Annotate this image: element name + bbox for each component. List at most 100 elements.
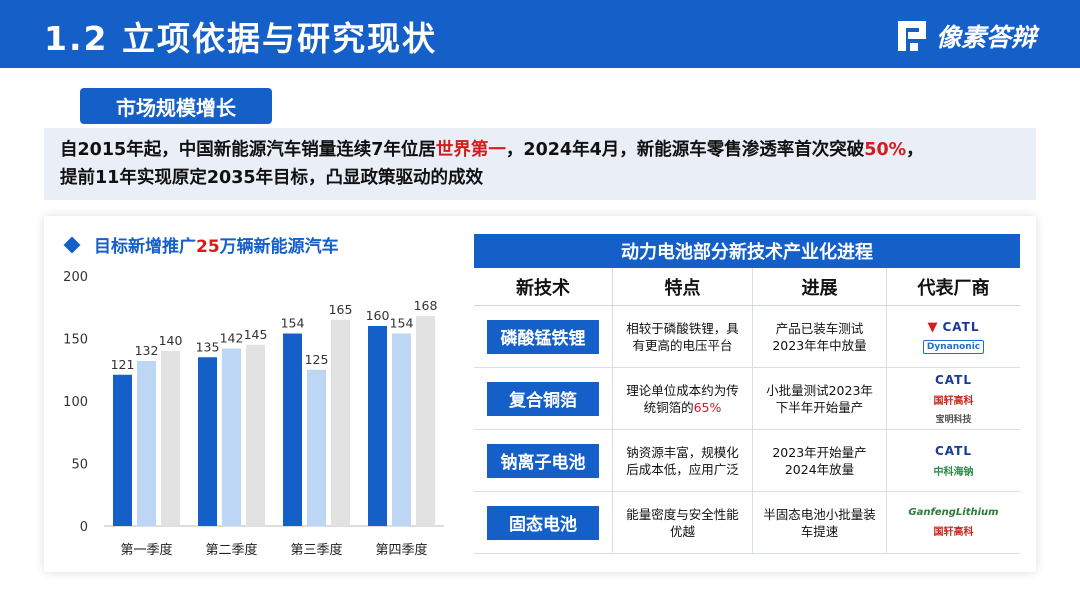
feature-cell: 钠资源丰富，规模化 后成本低，应用广泛 <box>620 444 745 478</box>
vendor-logo: CATL <box>935 444 972 458</box>
bar-value-label: 165 <box>329 302 353 317</box>
tech-badge: 复合铜箔 <box>487 381 599 416</box>
header-bar: 1.2 立项依据与研究现状 像素答辩 <box>0 0 1080 68</box>
y-tick-label: 0 <box>80 520 88 535</box>
bar-value-label: 135 <box>196 339 220 354</box>
bar <box>246 344 265 526</box>
y-tick-label: 100 <box>63 395 88 410</box>
pixel-logo-icon <box>897 21 928 51</box>
bar <box>222 348 241 526</box>
summary-highlight: 世界第一 <box>435 140 506 160</box>
bar <box>368 326 387 526</box>
feature-text: 理论单位成本约为传 <box>626 382 739 398</box>
vendor-name: 宝明科技 <box>935 414 972 425</box>
progress-text: 2024年放量 <box>784 461 855 477</box>
vendor-logo: CATL <box>935 373 972 387</box>
progress-text: 产品已装车测试 <box>775 320 864 336</box>
brand-logo: 像素答辩 <box>897 18 1036 54</box>
table-row: 钠离子电池 钠资源丰富，规模化 后成本低，应用广泛 2023年开始量产 2024年放… <box>474 430 1020 492</box>
vendor-logo: Dynanonic <box>922 339 985 354</box>
vendor-name: 国轩高科 <box>933 527 974 538</box>
tech-badge: 磷酸锰铁锂 <box>487 319 599 354</box>
bar-value-label: 145 <box>244 327 268 342</box>
bar-value-label: 140 <box>159 333 183 348</box>
vendor-name: 国轩高科 <box>933 395 974 407</box>
summary-line-1: 自2015年起，中国新能源汽车销量连续7年位居世界第一，2024年4月，新能源车… <box>60 136 1020 164</box>
chart-heading-part: 万辆新能源汽车 <box>219 237 339 257</box>
table-title: 动力电池部分新技术产业化进程 <box>474 234 1020 268</box>
vendors-cell: ▼ CATL Dynanonic <box>886 306 1020 367</box>
vendor-name: Dynanonic <box>922 339 985 354</box>
chart-heading-text: 目标新增推广25万辆新能源汽车 <box>94 232 339 257</box>
feature-text: 统铜箔的 <box>643 399 694 415</box>
bar-value-label: 160 <box>366 308 390 323</box>
vendor-logo: ▼ CATL <box>928 320 980 335</box>
vendor-logo: GanfengLithium <box>908 507 998 518</box>
summary-box: 自2015年起，中国新能源汽车销量连续7年位居世界第一，2024年4月，新能源车… <box>44 128 1036 200</box>
vendors-cell: CATL 国轩高科 宝明科技 <box>886 368 1020 429</box>
feature-text: 后成本低，应用广泛 <box>626 461 739 477</box>
section-tag: 市场规模增长 <box>80 88 272 124</box>
chart-heading-part: 目标新增推广 <box>94 237 196 257</box>
y-tick-label: 200 <box>63 270 88 285</box>
bar-value-label: 132 <box>135 343 159 358</box>
bar-value-label: 142 <box>220 331 244 346</box>
vendor-name: 中科海钠 <box>933 466 974 478</box>
bar <box>283 333 302 526</box>
vendor-name: GanfengLithium <box>908 507 999 518</box>
tech-badge: 固态电池 <box>487 505 599 540</box>
progress-text: 2023年年中放量 <box>772 337 867 353</box>
summary-text: ，2024年4月，新能源车零售渗透率首次突破 <box>505 140 865 160</box>
bar-value-label: 154 <box>281 316 305 331</box>
vendors-cell: GanfengLithium 国轩高科 <box>886 492 1020 553</box>
feature-highlight: 65% <box>693 399 722 415</box>
vendor-name: CATL <box>935 372 972 387</box>
tech-badge: 钠离子电池 <box>487 443 599 478</box>
y-tick-label: 50 <box>71 458 88 473</box>
vendor-name: CATL <box>935 443 972 458</box>
progress-text: 2023年开始量产 <box>772 444 867 460</box>
bar <box>113 374 132 526</box>
diamond-bullet-icon <box>63 236 81 253</box>
brand-logo-text: 像素答辩 <box>935 23 1036 52</box>
vendor-logo: 中科海钠 <box>934 463 974 478</box>
table-row: 复合铜箔 理论单位成本约为传 统铜箔的65% 小批量测试2023年 下半年开始量产 … <box>474 368 1020 430</box>
feature-cell: 能量密度与安全性能 优越 <box>620 506 745 540</box>
table-header-feature: 特点 <box>612 268 752 305</box>
bar <box>307 369 326 526</box>
page-title: 1.2 立项依据与研究现状 <box>44 19 437 58</box>
summary-text: 自2015年起，中国新能源汽车销量连续7年位居 <box>60 140 436 160</box>
tesla-logo-icon: ▼ <box>927 319 938 335</box>
progress-text: 半固态电池小批量装 <box>763 506 876 522</box>
bar <box>331 319 350 526</box>
vendor-name: CATL <box>942 320 980 334</box>
progress-cell: 产品已装车测试 2023年年中放量 <box>766 320 872 354</box>
progress-text: 下半年开始量产 <box>775 399 864 415</box>
vendor-logo: 国轩高科 <box>934 392 974 407</box>
x-tick-label: 第三季度 <box>290 542 342 558</box>
table-header-tech: 新技术 <box>516 277 570 299</box>
chart-heading: 目标新增推广25万辆新能源汽车 <box>63 232 339 257</box>
y-tick-label: 150 <box>63 333 88 348</box>
battery-tech-table: 动力电池部分新技术产业化进程 新技术 特点 进展 代表厂商 磷酸锰铁锂 相较于磷… <box>474 234 1020 554</box>
x-tick-label: 第一季度 <box>120 542 172 558</box>
chart-heading-number: 25 <box>196 237 220 257</box>
summary-text: ， <box>906 140 924 160</box>
table-row: 磷酸锰铁锂 相较于磷酸铁锂，具 有更高的电压平台 产品已装车测试 2023年年中放量… <box>474 306 1020 368</box>
feature-text: 钠资源丰富，规模化 <box>626 444 739 460</box>
progress-cell: 小批量测试2023年 下半年开始量产 <box>760 382 879 416</box>
feature-text: 优越 <box>669 523 695 539</box>
bar <box>137 361 156 526</box>
feature-cell: 相较于磷酸铁锂，具 有更高的电压平台 <box>620 320 745 354</box>
vendor-logo: 国轩高科 <box>934 523 974 538</box>
vendor-logo: 宝明科技 <box>935 412 971 425</box>
summary-highlight: 50% <box>864 140 907 160</box>
table-header-row: 新技术 特点 进展 代表厂商 <box>474 268 1020 306</box>
progress-cell: 2023年开始量产 2024年放量 <box>766 444 872 478</box>
bar <box>198 357 217 526</box>
bar <box>392 333 411 526</box>
progress-text: 车提速 <box>800 523 839 539</box>
bar-value-label: 168 <box>414 298 438 313</box>
bar <box>416 316 435 526</box>
